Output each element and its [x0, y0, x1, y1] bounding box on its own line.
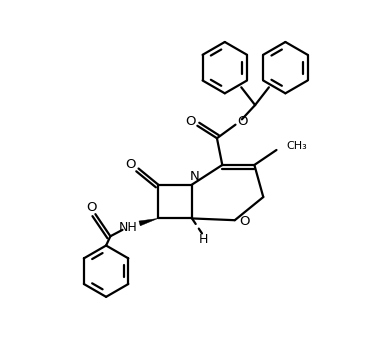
- Text: N: N: [190, 170, 199, 183]
- Polygon shape: [139, 218, 158, 226]
- Text: O: O: [237, 115, 248, 129]
- Text: NH: NH: [119, 221, 137, 234]
- Text: O: O: [126, 158, 136, 171]
- Text: O: O: [86, 201, 97, 214]
- Text: CH₃: CH₃: [286, 142, 307, 151]
- Text: O: O: [239, 215, 250, 228]
- Text: H: H: [199, 233, 208, 246]
- Text: O: O: [185, 115, 195, 128]
